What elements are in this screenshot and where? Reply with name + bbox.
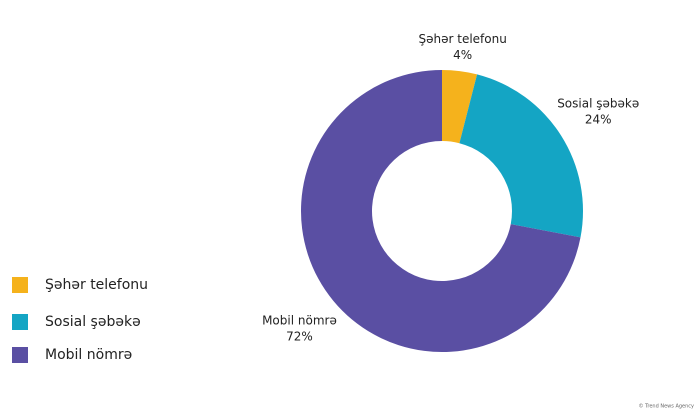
legend-swatch <box>12 314 28 330</box>
slice-label: Sosial şəbəkə <box>557 96 639 110</box>
legend-label: Sosial şəbəkə <box>45 314 141 330</box>
footer: © Trend News Agency <box>638 403 694 410</box>
slice-value: 24% <box>585 112 612 126</box>
slice-value: 72% <box>286 329 313 343</box>
slice-label: Şəhər telefonu <box>419 32 507 46</box>
legend-label: Şəhər telefonu <box>45 277 148 293</box>
donut-slice <box>442 70 478 144</box>
slice-value: 4% <box>453 48 472 62</box>
donut-slice <box>459 74 583 238</box>
legend-label: Mobil nömrə <box>45 347 132 363</box>
legend-swatch <box>12 277 28 293</box>
slice-label: Mobil nömrə <box>262 313 337 327</box>
donut-slice <box>300 70 581 352</box>
legend-swatch <box>12 347 28 363</box>
